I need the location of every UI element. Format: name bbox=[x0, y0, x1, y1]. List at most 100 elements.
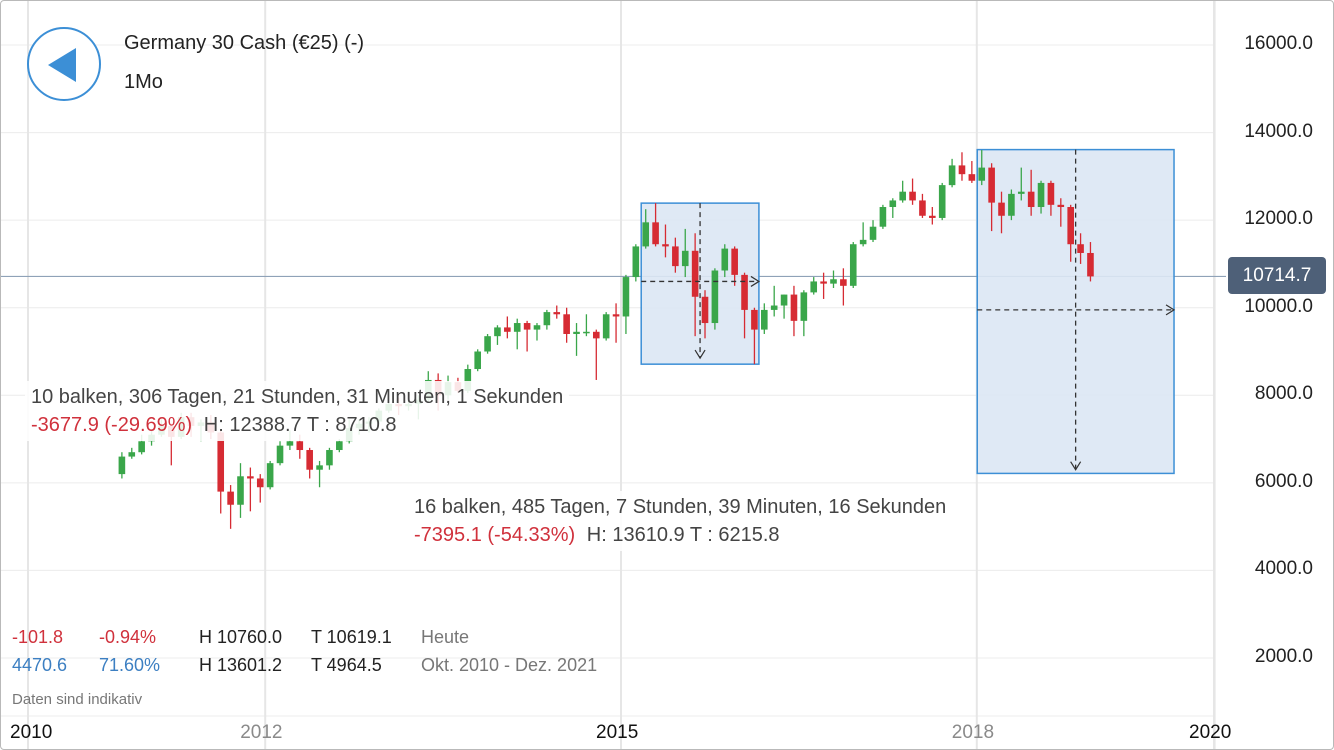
measure-label-1-highlow: H: 12388.7 T : 8710.8 bbox=[203, 414, 397, 436]
stats-range-low: T 4964.5 bbox=[311, 655, 382, 675]
candle-body bbox=[672, 246, 679, 267]
y-tick-label: 16000.0 bbox=[1244, 33, 1313, 54]
measure-box-1 bbox=[640, 202, 760, 365]
x-tick-label: 2018 bbox=[951, 722, 995, 743]
candle-body bbox=[1057, 204, 1065, 208]
candle-body bbox=[1017, 191, 1025, 194]
candle-body bbox=[128, 452, 136, 457]
candle-body bbox=[770, 305, 778, 310]
back-arrow-icon bbox=[48, 48, 76, 82]
candle-body bbox=[790, 294, 798, 321]
stats-range-period: Okt. 2010 - Dez. 2021 bbox=[421, 655, 598, 675]
x-tick-label: 2012 bbox=[240, 722, 283, 743]
candle-body bbox=[652, 222, 659, 245]
y-tick-label: 12000.0 bbox=[1244, 208, 1313, 230]
measure-label-2-duration: 16 balken, 485 Tagen, 7 Stunden, 39 Minu… bbox=[414, 496, 947, 518]
candle-body bbox=[721, 248, 729, 271]
candle-body bbox=[889, 200, 897, 208]
candle-body bbox=[840, 279, 847, 286]
interval-label[interactable]: 1Mo bbox=[124, 71, 163, 93]
x-tick-label: 2010 bbox=[10, 722, 53, 743]
candle-body bbox=[820, 281, 827, 284]
candle-body bbox=[602, 314, 610, 339]
candle-body bbox=[286, 441, 294, 446]
candle-body bbox=[859, 239, 867, 245]
y-tick-label: 10000.0 bbox=[1244, 295, 1313, 317]
candle-body bbox=[751, 309, 758, 330]
candle-body bbox=[800, 292, 808, 321]
candle-body bbox=[948, 165, 956, 186]
candle-body bbox=[830, 279, 837, 284]
candle-body bbox=[849, 244, 857, 286]
candle-body bbox=[681, 250, 689, 267]
candle-body bbox=[306, 450, 313, 470]
measure-label-2: 16 balken, 485 Tagen, 7 Stunden, 39 Minu… bbox=[408, 491, 953, 551]
candle-body bbox=[701, 296, 709, 324]
candle-body bbox=[513, 323, 521, 332]
candle-body bbox=[810, 281, 818, 293]
candle-body bbox=[247, 476, 254, 479]
candle-body bbox=[899, 191, 906, 201]
measure-arrow-right-icon bbox=[1165, 304, 1176, 316]
candle-body bbox=[998, 202, 1005, 216]
candle-body bbox=[1027, 191, 1035, 208]
candle-body bbox=[642, 222, 650, 247]
stats-today-change: -101.8 bbox=[12, 627, 64, 647]
candle-body bbox=[1077, 244, 1084, 253]
stats-today-high: H 10760.0 bbox=[199, 627, 283, 647]
candle-body bbox=[968, 174, 976, 181]
stats-range-change: 4470.6 bbox=[12, 655, 68, 675]
candle-body bbox=[543, 312, 551, 326]
candle-body bbox=[909, 191, 916, 201]
measure-arrow-right-icon bbox=[750, 275, 761, 287]
candle-body bbox=[464, 369, 472, 391]
candle-body bbox=[1047, 182, 1055, 205]
candle-body bbox=[118, 456, 126, 475]
stats-today-low: T 10619.1 bbox=[311, 627, 392, 647]
candle-body bbox=[879, 207, 887, 227]
candle-body bbox=[958, 165, 966, 175]
candle-body bbox=[484, 336, 491, 352]
candle-body bbox=[662, 244, 669, 247]
candle-body bbox=[1008, 193, 1015, 216]
candle-body bbox=[583, 331, 590, 334]
measure-label-1-duration: 10 balken, 306 Tagen, 21 Stunden, 31 Min… bbox=[31, 386, 564, 408]
candle-body bbox=[296, 441, 304, 451]
candle-body bbox=[731, 248, 738, 275]
y-tick-label: 2000.0 bbox=[1254, 646, 1313, 667]
candle-body bbox=[612, 314, 620, 317]
candle-body bbox=[533, 325, 541, 330]
candle-body bbox=[276, 445, 284, 464]
back-button[interactable] bbox=[27, 27, 101, 101]
measure-arrow-down-icon bbox=[1070, 461, 1082, 471]
x-tick-label: 2020 bbox=[1189, 722, 1232, 743]
candle-body bbox=[266, 463, 274, 488]
candle-body bbox=[711, 270, 719, 324]
y-tick-label: 8000.0 bbox=[1254, 383, 1313, 405]
candle-body bbox=[504, 327, 511, 332]
y-tick-label: 4000.0 bbox=[1254, 558, 1313, 580]
x-tick-label: 2015 bbox=[596, 722, 639, 743]
candle-body bbox=[761, 309, 768, 330]
candle-body bbox=[919, 200, 926, 216]
candle-body bbox=[929, 215, 936, 218]
candle-body bbox=[523, 323, 531, 330]
candle-body bbox=[563, 314, 570, 334]
stats-range-pct: 71.60% bbox=[99, 655, 161, 675]
candle-body bbox=[632, 246, 640, 278]
candle-body bbox=[237, 476, 244, 505]
candle-body bbox=[494, 327, 501, 337]
current-price-badge: 10714.7 bbox=[1228, 257, 1326, 294]
candle-body bbox=[573, 331, 580, 334]
measure-label-2-change: -7395.1 (-54.33%) bbox=[414, 524, 576, 546]
disclaimer-text: Daten sind indikativ bbox=[12, 691, 143, 708]
measure-label-1: 10 balken, 306 Tagen, 21 Stunden, 31 Min… bbox=[25, 381, 570, 441]
candle-body bbox=[336, 441, 343, 451]
candle-body bbox=[553, 312, 561, 315]
candle-body bbox=[988, 167, 995, 203]
candle-body bbox=[227, 491, 234, 505]
candle-body bbox=[256, 478, 264, 488]
candle-body bbox=[938, 185, 946, 218]
